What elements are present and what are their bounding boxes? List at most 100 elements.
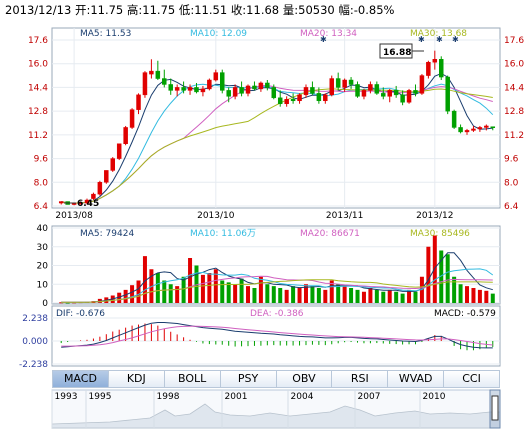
volume-tick: 30 (37, 243, 49, 253)
volume-ma20-legend: MA20: 86671 (300, 229, 360, 239)
candlestick (104, 170, 109, 184)
price-left-tick: 8.0 (34, 178, 49, 188)
candlestick (413, 84, 418, 97)
timeline-sparkline (51, 403, 501, 429)
candlestick (142, 71, 148, 98)
candlestick (91, 192, 96, 201)
tab-obv[interactable]: OBV (276, 371, 333, 387)
price-x-tick: 2013/08 (55, 211, 93, 221)
candlestick (194, 82, 199, 94)
volume-bar (65, 302, 70, 304)
price-ma10-legend: MA10: 12.09 (190, 29, 247, 39)
candlestick (97, 180, 103, 196)
low-annotation: 6.45 (64, 199, 99, 209)
price-x-tick: 2013/12 (416, 211, 453, 221)
volume-bar (188, 258, 193, 303)
candlestick (226, 87, 231, 103)
event-marker: ✱ (418, 35, 425, 44)
volume-bar (239, 278, 244, 303)
price-right-tick: 16.0 (504, 60, 524, 70)
volume-bar (361, 291, 366, 303)
tab-rsi[interactable]: RSI (332, 371, 389, 387)
price-right-tick: 11.2 (504, 131, 524, 141)
tab-cci[interactable]: CCI (444, 371, 499, 387)
volume-bar (452, 276, 457, 303)
event-marker: ✱ (452, 35, 459, 44)
timeline-year-label: 1995 (89, 392, 112, 402)
candlestick (316, 87, 322, 104)
candlestick (252, 81, 257, 91)
low-annotation-label: 6.45 (77, 199, 99, 209)
event-markers: ✱ ✱ ✱ ✱ (320, 35, 459, 44)
timeline-year-label: 1998 (157, 392, 180, 402)
timeline-year-label: 2010 (423, 392, 446, 402)
volume-bar (213, 269, 218, 303)
candlestick (220, 69, 225, 94)
candlestick (116, 143, 122, 161)
candlestick (451, 109, 457, 129)
candlestick (490, 126, 496, 131)
tab-wvad[interactable]: WVAD (388, 371, 445, 387)
price-left-tick: 9.6 (34, 155, 49, 165)
volume-bar (117, 292, 122, 303)
macd-dif-line (61, 322, 493, 349)
macd-dif-legend: DIF: -0.676 (56, 309, 105, 319)
volume-tick: 20 (37, 262, 49, 272)
timeline-year-label: 2001 (225, 392, 248, 402)
volume-ma30-line (61, 279, 493, 303)
timeline-drag-handle[interactable] (491, 395, 499, 421)
price-ma5-legend: MA5: 11.53 (80, 29, 131, 39)
quote-close: 收:11.68 (230, 3, 280, 17)
macd-value-legend: MACD: -0.579 (434, 309, 496, 319)
candlestick (400, 90, 405, 106)
candlestick (432, 50, 438, 70)
candlestick (368, 81, 373, 94)
candlestick (271, 84, 277, 100)
candlestick (387, 88, 392, 103)
volume-bar (265, 284, 270, 303)
candlestick (232, 84, 238, 100)
volume-bar (316, 288, 321, 303)
quote-low: 低:11.51 (178, 3, 228, 17)
price-left-tick: 6.4 (34, 202, 49, 212)
volume-bar (303, 284, 308, 303)
candlestick (168, 78, 173, 95)
volume-bar (426, 246, 431, 303)
volume-bar (155, 273, 160, 303)
price-left-tick: 16.0 (28, 60, 48, 70)
volume-bar (329, 280, 334, 303)
candlestick (471, 125, 476, 132)
quote-open: 开:11.75 (74, 3, 124, 17)
volume-bar (220, 280, 225, 303)
volume-bar (355, 289, 360, 303)
tab-boll[interactable]: BOLL (164, 371, 221, 387)
high-annotation-label: 16.88 (383, 48, 411, 58)
volume-bar (336, 284, 341, 303)
volume-tick: 0 (42, 299, 48, 309)
volume-bar (130, 285, 135, 303)
candlestick (310, 81, 315, 95)
macd-dea-line (61, 325, 493, 347)
tab-macd[interactable]: MACD (53, 371, 109, 387)
volume-bar (342, 286, 347, 303)
volume-bar (374, 289, 379, 303)
quote-volume: 量:50530 (282, 3, 335, 17)
candlestick (484, 124, 489, 131)
candlestick (136, 93, 141, 115)
volume-ma5-legend: MA5: 79424 (80, 229, 134, 239)
volume-bar (394, 291, 399, 303)
tab-psy[interactable]: PSY (220, 371, 277, 387)
macd-tick: 0.000 (22, 337, 48, 347)
macd-panel (51, 305, 501, 367)
candlestick (464, 128, 470, 135)
candlestick (174, 84, 180, 97)
tab-kdj[interactable]: KDJ (108, 371, 165, 387)
candlestick (406, 88, 412, 104)
candlestick (342, 78, 347, 92)
price-right-tick: 14.4 (504, 83, 524, 93)
candlestick (265, 80, 270, 91)
price-right-tick: 12.8 (504, 107, 524, 117)
candlestick (149, 59, 154, 79)
candlestick (374, 81, 380, 95)
